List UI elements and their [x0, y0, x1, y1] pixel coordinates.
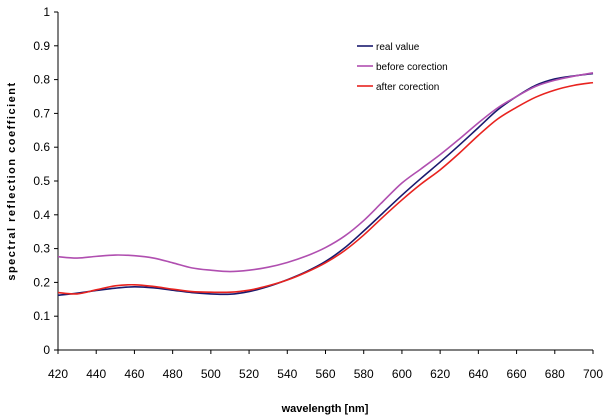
y-tick-label: 0.7: [33, 106, 50, 120]
y-tick-label: 0.5: [33, 174, 50, 188]
y-tick-label: 0.4: [33, 208, 50, 222]
x-tick-label: 480: [163, 367, 183, 381]
x-tick-label: 440: [86, 367, 106, 381]
x-tick-label: 640: [468, 367, 488, 381]
y-tick-label: 0.6: [33, 140, 50, 154]
x-tick-label: 420: [48, 367, 68, 381]
y-tick-label: 0.2: [33, 275, 50, 289]
series-lines: [57, 72, 594, 297]
y-axis-title: spectral reflection coefficient: [6, 81, 18, 280]
legend-label: before corection: [376, 62, 448, 73]
x-tick-label: 520: [239, 367, 259, 381]
legend-label: real value: [376, 42, 420, 53]
x-tick-label: 620: [430, 367, 450, 381]
x-axis-title: wavelength [nm]: [281, 403, 369, 415]
x-tick-label: 700: [583, 367, 603, 381]
x-tick-label: 660: [507, 367, 527, 381]
x-ticks: 420 440 460 480 500 520 540 560 580 600 620 640 660 6…: [48, 350, 603, 381]
y-tick-label: 0.8: [33, 73, 50, 87]
y-tick-label: 1: [43, 5, 50, 19]
x-tick-label: 540: [277, 367, 297, 381]
y-ticks: 0 0.1 0.2 0.3 0.4 0.5 0.6 0.7 0.8 0.9 1: [33, 5, 58, 357]
series-line-1: [57, 72, 594, 273]
x-tick-label: 560: [315, 367, 335, 381]
y-tick-label: 0: [43, 343, 50, 357]
y-tick-label: 0.3: [33, 242, 50, 256]
series-line-2: [57, 81, 594, 295]
legend: real value before corection after corectio…: [357, 42, 448, 93]
y-tick-label: 0.1: [33, 309, 50, 323]
x-tick-label: 580: [354, 367, 374, 381]
x-tick-label: 460: [124, 367, 144, 381]
legend-label: after corection: [376, 82, 439, 93]
series-line-0: [57, 72, 594, 297]
x-tick-label: 500: [201, 367, 221, 381]
x-tick-label: 680: [545, 367, 565, 381]
x-tick-label: 600: [392, 367, 412, 381]
y-tick-label: 0.9: [33, 39, 50, 53]
axes: [57, 12, 593, 351]
